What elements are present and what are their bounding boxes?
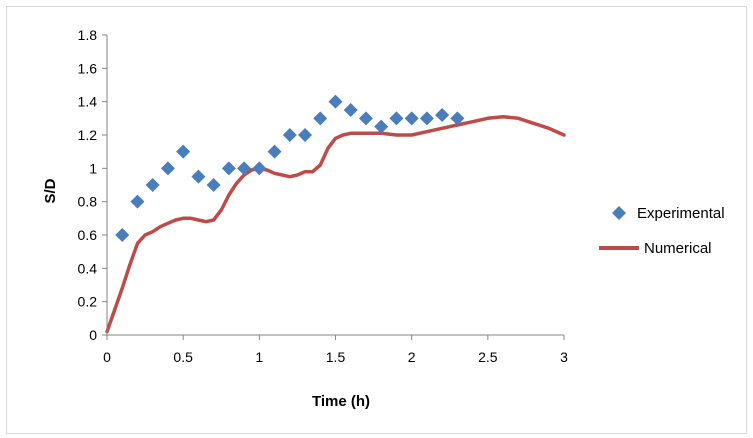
data-point-experimental: [115, 228, 130, 242]
legend-label-experimental: Experimental: [637, 205, 725, 222]
data-point-experimental: [343, 103, 358, 117]
y-tick-label: 0.4: [78, 260, 98, 276]
y-tick-label: 1: [89, 160, 97, 176]
y-tick-label: 0.2: [78, 294, 98, 310]
y-tick-label: 1.4: [78, 94, 98, 110]
series-line-numerical: [105, 114, 566, 334]
y-tick-label: 1.2: [78, 127, 98, 143]
data-point-experimental: [389, 111, 404, 126]
x-tick-label: 1.5: [326, 349, 346, 365]
y-tick-label: 0: [89, 327, 97, 343]
y-tick-label: 0.6: [78, 227, 98, 243]
plot-area: [105, 94, 566, 334]
data-point-experimental: [237, 161, 252, 176]
chart-frame: 0 0.2 0.4 0.6 0.8 1 1.2 1.4 1.6 1.8 0 0.5 1 1.5 2 2.5 3 …: [6, 6, 747, 434]
data-point-experimental: [267, 144, 282, 159]
axes: 0 0.2 0.4 0.6 0.8 1 1.2 1.4 1.6 1.8 0 0.5 1 1.5 2 2.5 3: [78, 27, 569, 365]
data-point-experimental: [328, 94, 343, 109]
legend-label-numerical: Numerical: [644, 240, 712, 257]
x-tick-label: 3: [560, 349, 568, 365]
data-point-experimental: [313, 111, 328, 126]
data-point-experimental: [374, 119, 389, 134]
data-point-experimental: [298, 128, 313, 142]
data-point-experimental: [419, 111, 434, 126]
data-point-experimental: [404, 111, 419, 126]
x-tick-label: 1: [255, 349, 263, 365]
data-point-experimental: [221, 161, 236, 176]
chart-svg: 00.20.40.60.811.21.41.61.80 0.5 1 1.5 2 2.5 3 …: [42, 27, 725, 410]
legend: Experimental Numerical: [599, 205, 725, 257]
x-tick-label: 0: [103, 349, 111, 365]
x-tick-label: 0.5: [173, 349, 193, 365]
data-point-experimental: [130, 194, 145, 209]
data-point-experimental: [176, 144, 191, 159]
data-point-experimental: [191, 169, 206, 184]
data-point-experimental: [252, 161, 267, 176]
data-point-experimental: [206, 178, 221, 192]
y-tick-label: 1.8: [78, 27, 98, 43]
x-axis-title: Time (h): [312, 393, 370, 410]
data-point-experimental: [358, 111, 373, 126]
x-tick-label: 2: [408, 349, 416, 365]
data-point-experimental: [435, 108, 450, 122]
data-point-experimental: [145, 178, 160, 192]
legend-marker-experimental: [612, 206, 626, 220]
y-axis-title: S/D: [42, 178, 59, 203]
y-tick-label: 1.6: [78, 60, 98, 76]
x-tick-label: 2.5: [478, 349, 498, 365]
data-point-experimental: [282, 128, 297, 142]
data-point-experimental: [450, 111, 465, 126]
y-tick-label: 0.8: [78, 194, 98, 210]
data-point-experimental: [160, 161, 175, 176]
